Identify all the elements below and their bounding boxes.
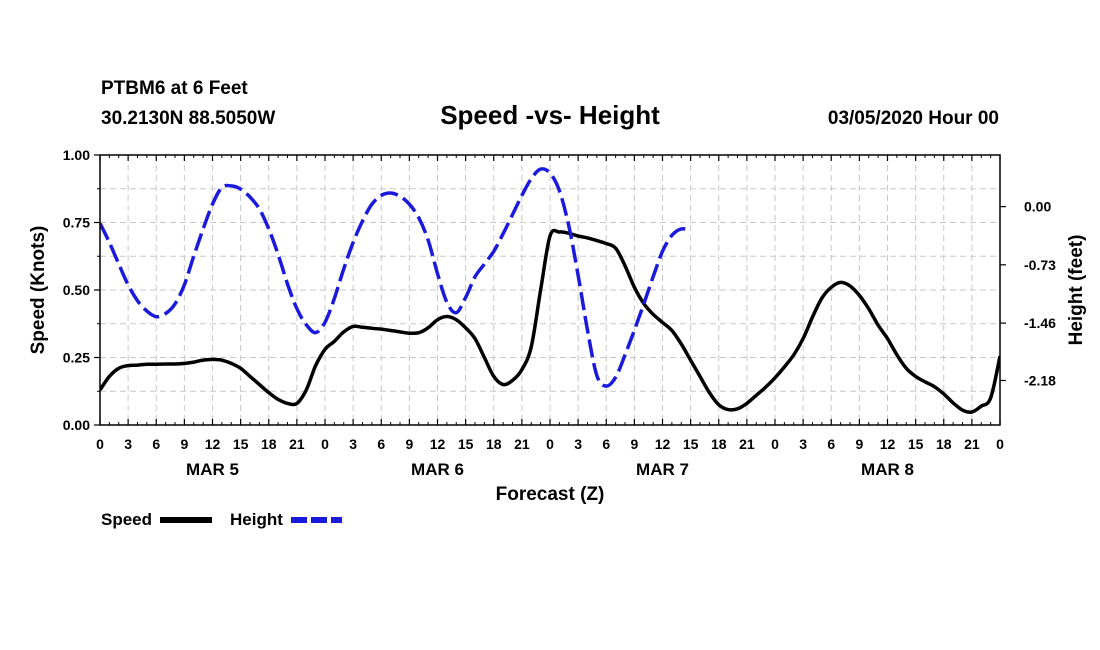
left-tick-label: 1.00 [63,147,90,163]
gridlines [100,155,1000,425]
x-tick-label: 21 [739,436,755,452]
day-label: MAR 7 [636,460,689,479]
x-tick-label: 6 [377,436,385,452]
x-tick-label: 21 [289,436,305,452]
x-tick-label: 9 [855,436,863,452]
x-tick-label: 18 [936,436,952,452]
x-tick-label: 0 [546,436,554,452]
x-tick-label: 0 [96,436,104,452]
station-label: PTBM6 at 6 Feet [101,78,248,99]
x-tick-label: 3 [574,436,582,452]
legend-height-label: Height [230,510,283,529]
x-tick-label: 18 [711,436,727,452]
x-tick-label: 6 [827,436,835,452]
x-tick-label: 0 [996,436,1004,452]
x-tick-label: 15 [458,436,474,452]
day-label: MAR 8 [861,460,914,479]
right-tick-label: -2.18 [1024,372,1056,388]
x-tick-label: 3 [124,436,132,452]
left-axis-title: Speed (Knots) [28,226,49,355]
day-label: MAR 5 [186,460,239,479]
x-tick-label: 3 [349,436,357,452]
left-tick-label: 0.50 [63,282,90,298]
axis-ticks: 0 3 6 9 12 15 18 21 0 3 6 9 12 15 18 21 0 3 6 9 12 15 18 21 0 3 6 9… [63,147,1056,479]
x-tick-label: 6 [152,436,160,452]
x-tick-label: 6 [602,436,610,452]
x-tick-label: 18 [486,436,502,452]
right-axis-title: Height (feet) [1066,235,1087,346]
x-tick-label: 15 [233,436,249,452]
x-tick-label: 21 [514,436,530,452]
x-axis-title: Forecast (Z) [496,484,605,505]
series-speed-line [100,228,1000,414]
x-tick-label: 9 [630,436,638,452]
legend: Speed Height [101,510,342,529]
datetime-label: 03/05/2020 Hour 00 [828,108,999,129]
legend-speed-label: Speed [101,510,152,529]
x-tick-label: 9 [405,436,413,452]
left-tick-label: 0.25 [63,350,90,366]
x-tick-label: 21 [964,436,980,452]
day-label: MAR 6 [411,460,464,479]
location-label: 30.2130N 88.5050W [101,108,275,129]
left-tick-label: 0.75 [63,215,90,231]
x-tick-label: 12 [880,436,896,452]
x-tick-label: 15 [683,436,699,452]
x-tick-label: 3 [799,436,807,452]
chart-title: Speed -vs- Height [440,100,660,130]
right-tick-label: 0.00 [1024,199,1051,215]
x-tick-label: 12 [205,436,221,452]
series-height-line [100,167,691,388]
x-tick-label: 15 [908,436,924,452]
right-tick-label: -1.46 [1024,315,1056,331]
x-tick-label: 0 [771,436,779,452]
series-lines [100,167,1000,414]
x-tick-label: 12 [655,436,671,452]
x-tick-label: 0 [321,436,329,452]
left-tick-label: 0.00 [63,417,90,433]
x-tick-label: 9 [180,436,188,452]
x-tick-label: 18 [261,436,277,452]
right-tick-label: -0.73 [1024,257,1056,273]
x-tick-label: 12 [430,436,446,452]
